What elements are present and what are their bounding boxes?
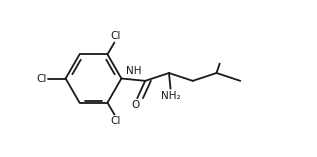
- Text: Cl: Cl: [111, 116, 121, 126]
- Text: Cl: Cl: [111, 31, 121, 41]
- Text: NH: NH: [126, 66, 141, 76]
- Text: Cl: Cl: [36, 73, 47, 84]
- Text: O: O: [132, 100, 140, 111]
- Text: NH₂: NH₂: [161, 91, 180, 101]
